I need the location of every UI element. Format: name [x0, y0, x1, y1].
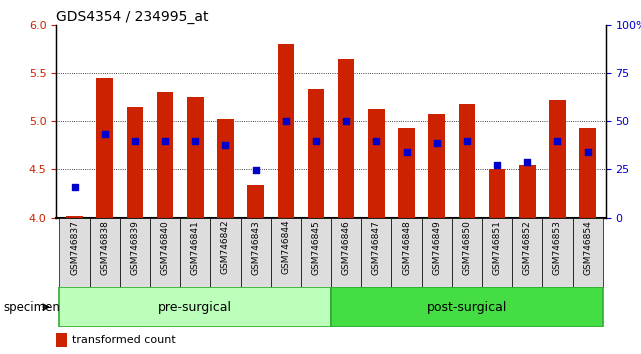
Text: GSM746837: GSM746837	[70, 220, 79, 275]
Bar	[150, 218, 180, 287]
Bar	[549, 100, 566, 218]
Point	[311, 138, 321, 143]
Bar	[579, 128, 596, 218]
Bar	[519, 165, 536, 218]
Point	[431, 141, 442, 146]
Bar	[66, 216, 83, 218]
Bar	[362, 218, 392, 287]
Bar	[338, 58, 354, 218]
Bar	[458, 104, 475, 218]
Bar	[308, 90, 324, 218]
Point	[462, 138, 472, 143]
Bar	[331, 218, 362, 287]
Bar	[96, 78, 113, 218]
Point	[371, 138, 381, 143]
Text: GSM746853: GSM746853	[553, 220, 562, 275]
Bar	[422, 218, 452, 287]
Text: GSM746844: GSM746844	[281, 220, 290, 274]
Bar	[210, 218, 240, 287]
Text: GDS4354 / 234995_at: GDS4354 / 234995_at	[56, 10, 209, 24]
Text: GSM746854: GSM746854	[583, 220, 592, 275]
Bar	[60, 218, 90, 287]
Point	[341, 118, 351, 124]
Text: GSM746852: GSM746852	[523, 220, 532, 275]
Text: GSM746851: GSM746851	[492, 220, 502, 275]
Point	[553, 138, 563, 143]
Bar	[278, 44, 294, 218]
Text: post-surgical: post-surgical	[427, 301, 507, 314]
Text: GSM746847: GSM746847	[372, 220, 381, 275]
Bar	[157, 92, 173, 218]
Point	[221, 143, 231, 148]
Text: GSM746841: GSM746841	[191, 220, 200, 275]
Bar	[60, 287, 331, 327]
Bar	[489, 170, 505, 218]
Text: GSM746838: GSM746838	[100, 220, 109, 275]
Text: GSM746850: GSM746850	[462, 220, 471, 275]
Bar	[56, 333, 67, 347]
Bar	[180, 218, 210, 287]
Bar	[217, 119, 234, 218]
Text: GSM746845: GSM746845	[312, 220, 320, 275]
Text: specimen: specimen	[3, 301, 60, 314]
Point	[190, 138, 201, 143]
Bar	[301, 218, 331, 287]
Bar	[90, 218, 120, 287]
Bar	[452, 218, 482, 287]
Point	[251, 167, 261, 173]
Point	[401, 149, 412, 155]
Text: GSM746842: GSM746842	[221, 220, 230, 274]
Bar	[240, 218, 271, 287]
Point	[522, 159, 533, 165]
Bar	[187, 97, 204, 218]
Bar	[428, 114, 445, 218]
Bar	[120, 218, 150, 287]
Text: GSM746839: GSM746839	[130, 220, 139, 275]
Point	[129, 138, 140, 143]
Bar	[572, 218, 603, 287]
Point	[492, 162, 502, 167]
Point	[281, 118, 291, 124]
Bar	[482, 218, 512, 287]
Text: GSM746843: GSM746843	[251, 220, 260, 275]
Text: GSM746840: GSM746840	[160, 220, 170, 275]
Point	[160, 138, 171, 143]
Point	[583, 149, 593, 155]
Text: pre-surgical: pre-surgical	[158, 301, 232, 314]
Bar	[542, 218, 572, 287]
Bar	[126, 107, 143, 218]
Bar	[247, 185, 264, 218]
Text: GSM746846: GSM746846	[342, 220, 351, 275]
Text: GSM746848: GSM746848	[402, 220, 411, 275]
Bar	[331, 287, 603, 327]
Point	[99, 131, 110, 137]
Bar	[512, 218, 542, 287]
Bar	[392, 218, 422, 287]
Bar	[368, 109, 385, 218]
Bar	[398, 128, 415, 218]
Bar	[271, 218, 301, 287]
Text: transformed count: transformed count	[72, 335, 175, 345]
Text: GSM746849: GSM746849	[432, 220, 441, 275]
Point	[69, 184, 79, 190]
